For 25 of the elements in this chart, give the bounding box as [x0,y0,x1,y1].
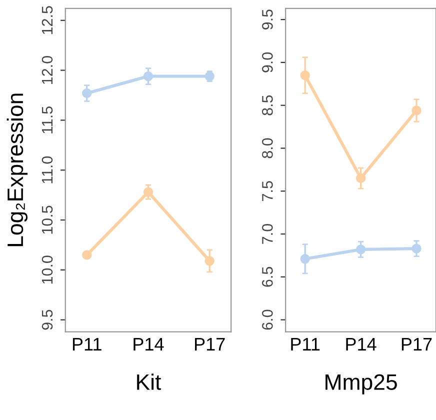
y-tick-label: 10.0 [42,256,53,284]
x-tick-label: P11 [72,338,102,350]
x-axis-title: Kit [137,374,162,390]
y-tick-label: 8.0 [262,138,273,158]
x-tick-label: P17 [195,338,225,350]
y-tick-label: 12.5 [42,6,53,34]
x-axis-title: Mmp25 [326,374,397,394]
y-tick-label: 11.5 [42,106,53,134]
y-tick-label: 10.5 [42,206,53,234]
y-tick-label: 9.5 [42,310,53,330]
y-tick-label: 6.5 [262,266,273,287]
y-tick-label: 7.0 [262,224,273,244]
y-tick-label: 9.5 [262,10,273,30]
y-tick-label: 9.0 [262,52,273,72]
y-tick-label: 7.5 [262,181,273,201]
point [82,250,92,260]
x-tick-label: P14 [346,338,376,350]
y-tick-label: 8.5 [262,95,273,116]
y-tick-label: 6.0 [262,310,273,330]
x-tick-label: P11 [291,338,320,350]
y-axis-title: Log₂Expression [6,94,28,246]
y-tick-label: 12.0 [42,56,53,84]
y-tick-label: 11.0 [42,156,53,184]
x-tick-label: P14 [134,338,164,350]
x-tick-label: P17 [402,338,432,350]
